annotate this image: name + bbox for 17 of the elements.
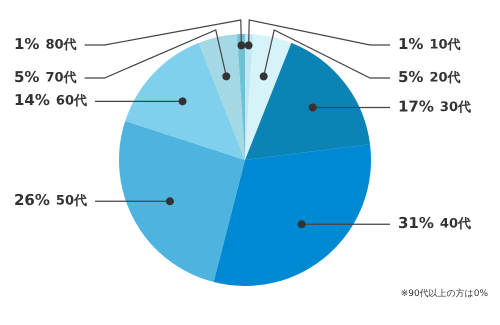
data-label: 31%	[398, 214, 434, 232]
text: ※90代以上の方は0%	[400, 288, 488, 300]
slice-label: 40代	[440, 216, 471, 232]
data-label: 5%	[398, 68, 424, 86]
data-label: 1%	[398, 34, 424, 53]
slice-label: 50代	[56, 194, 87, 209]
slice-label: 60代	[56, 94, 87, 109]
data-label: 26%	[14, 191, 50, 210]
slice-label: 20代	[429, 70, 461, 86]
slice-label: 80代	[45, 37, 77, 52]
slice-label: 70代	[45, 70, 77, 86]
slice-label: 10代	[429, 37, 461, 52]
data-label: 5%	[14, 68, 40, 86]
data-label: 1%	[14, 34, 40, 53]
slice-label: 30代	[440, 100, 471, 115]
data-label: 17%	[398, 97, 434, 116]
data-label: 14%	[14, 91, 50, 110]
